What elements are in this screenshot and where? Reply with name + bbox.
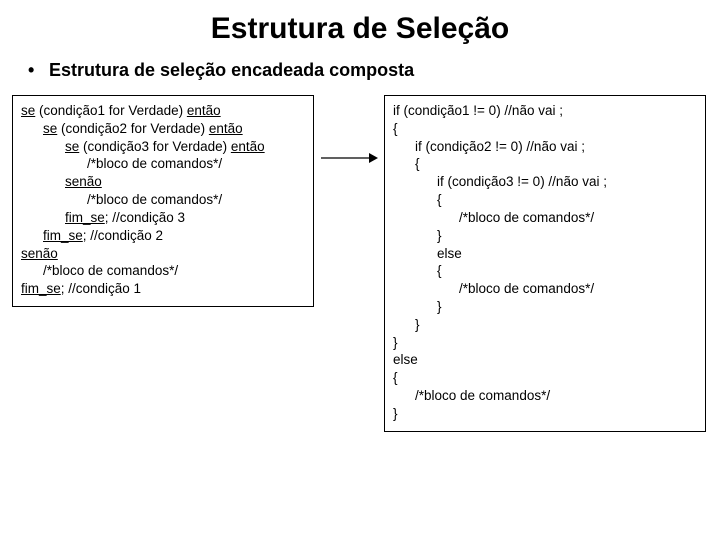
code-segment: senão <box>65 174 102 189</box>
code-line: } <box>393 227 697 245</box>
code-line: } <box>393 316 697 334</box>
code-line: fim_se; //condição 2 <box>21 227 305 245</box>
code-segment: se <box>65 139 79 154</box>
code-line: fim_se; //condição 3 <box>21 209 305 227</box>
pseudocode-box: se (condição1 for Verdade) entãose (cond… <box>12 95 314 307</box>
code-segment: if (condição3 != 0) //não vai ; <box>437 174 607 189</box>
code-line: { <box>393 191 697 209</box>
code-line: se (condição1 for Verdade) então <box>21 102 305 120</box>
code-line: } <box>393 405 697 423</box>
code-segment: fim_se <box>21 281 61 296</box>
code-segment: se <box>43 121 57 136</box>
code-line: } <box>393 334 697 352</box>
code-line: /*bloco de comandos*/ <box>393 209 697 227</box>
code-segment: else <box>437 246 462 261</box>
subtitle-row: • Estrutura de seleção encadeada compost… <box>0 46 720 81</box>
code-segment: (condição1 for Verdade) <box>35 103 187 118</box>
code-segment: ; //condição 2 <box>83 228 163 243</box>
code-line: { <box>393 262 697 280</box>
code-segment: { <box>437 263 442 278</box>
code-segment: então <box>209 121 243 136</box>
code-segment: (condição3 for Verdade) <box>79 139 231 154</box>
code-segment: /*bloco de comandos*/ <box>43 263 178 278</box>
bullet-icon: • <box>28 60 44 81</box>
c-code-box: if (condição1 != 0) //não vai ; { if (cond… <box>384 95 706 432</box>
code-segment: } <box>393 335 398 350</box>
code-segment: fim_se <box>43 228 83 243</box>
code-segment: { <box>415 156 420 171</box>
code-segment: } <box>415 317 420 332</box>
code-segment: } <box>393 406 398 421</box>
code-segment: /*bloco de comandos*/ <box>459 281 594 296</box>
code-line: { <box>393 369 697 387</box>
code-segment: ; //condição 3 <box>105 210 185 225</box>
code-segment: } <box>437 228 442 243</box>
code-segment: if (condição2 != 0) //não vai ; <box>415 139 585 154</box>
code-segment: senão <box>21 246 58 261</box>
code-segment: então <box>187 103 221 118</box>
code-line: { <box>393 120 697 138</box>
code-line: senão <box>21 245 305 263</box>
code-segment: fim_se <box>65 210 105 225</box>
code-line: fim_se; //condição 1 <box>21 280 305 298</box>
code-segment: (condição2 for Verdade) <box>57 121 209 136</box>
code-segment: então <box>231 139 265 154</box>
code-line: /*bloco de comandos*/ <box>21 262 305 280</box>
code-line: /*bloco de comandos*/ <box>393 280 697 298</box>
code-line: } <box>393 298 697 316</box>
page-title: Estrutura de Seleção <box>0 0 720 46</box>
code-segment: } <box>437 299 442 314</box>
code-line: /*bloco de comandos*/ <box>21 191 305 209</box>
code-segment: { <box>393 370 398 385</box>
code-line: else <box>393 351 697 369</box>
code-line: if (condição3 != 0) //não vai ; <box>393 173 697 191</box>
code-segment: { <box>437 192 442 207</box>
code-segment: /*bloco de comandos*/ <box>415 388 550 403</box>
code-line: else <box>393 245 697 263</box>
code-line: senão <box>21 173 305 191</box>
code-segment: /*bloco de comandos*/ <box>459 210 594 225</box>
content-row: se (condição1 for Verdade) entãose (cond… <box>0 81 720 432</box>
code-segment: ; //condição 1 <box>61 281 141 296</box>
code-line: if (condição2 != 0) //não vai ; <box>393 138 697 156</box>
arrow-wrap <box>314 95 384 165</box>
code-segment: if (condição1 != 0) //não vai ; <box>393 103 563 118</box>
code-segment: { <box>393 121 398 136</box>
code-segment: /*bloco de comandos*/ <box>87 156 222 171</box>
code-line: /*bloco de comandos*/ <box>21 155 305 173</box>
code-line: { <box>393 155 697 173</box>
code-segment: se <box>21 103 35 118</box>
code-segment: else <box>393 352 418 367</box>
subtitle-text: Estrutura de seleção encadeada composta <box>49 60 414 80</box>
code-segment: /*bloco de comandos*/ <box>87 192 222 207</box>
code-line: se (condição3 for Verdade) então <box>21 138 305 156</box>
arrow-icon <box>319 151 379 165</box>
code-line: if (condição1 != 0) //não vai ; <box>393 102 697 120</box>
code-line: se (condição2 for Verdade) então <box>21 120 305 138</box>
code-line: /*bloco de comandos*/ <box>393 387 697 405</box>
